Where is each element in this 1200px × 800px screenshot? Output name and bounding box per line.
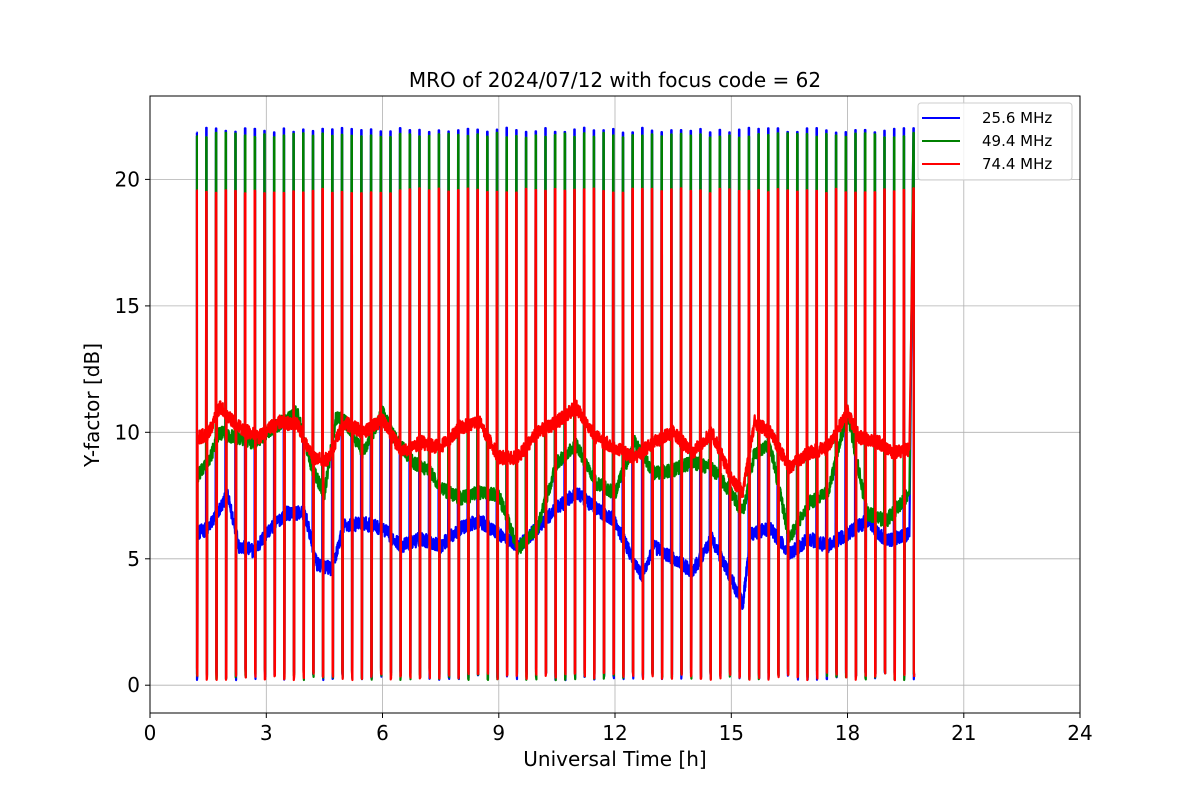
x-tick-label: 6 (376, 721, 389, 745)
x-tick-label: 9 (492, 721, 505, 745)
y-tick-label: 20 (115, 167, 140, 191)
x-tick-label: 24 (1067, 721, 1092, 745)
y-axis-label: Y-factor [dB] (80, 343, 104, 468)
y-tick-label: 10 (115, 420, 140, 444)
x-tick-label: 21 (951, 721, 976, 745)
legend-box (917, 102, 1073, 181)
y-tick-label: 0 (127, 673, 140, 697)
x-tick-label: 12 (602, 721, 627, 745)
chart-title: MRO of 2024/07/12 with focus code = 62 (409, 68, 821, 92)
x-axis-label: Universal Time [h] (523, 747, 706, 771)
legend-label-49-4: 49.4 MHz (982, 132, 1052, 150)
legend: 25.6 MHz 49.4 MHz 74.4 MHz (917, 102, 1073, 181)
legend-label-25-6: 25.6 MHz (982, 109, 1052, 127)
x-tick-label: 15 (719, 721, 744, 745)
y-tick-label: 15 (115, 294, 140, 318)
x-tick-label: 3 (260, 721, 273, 745)
series-line-74-4-mhz (195, 187, 916, 682)
x-tick-label: 0 (144, 721, 157, 745)
axis-ticks: 0 3 6 9 12 15 18 21 24 0 5 10 15 20 (115, 167, 1093, 745)
x-tick-label: 18 (835, 721, 860, 745)
legend-label-74-4: 74.4 MHz (982, 155, 1052, 173)
y-tick-label: 5 (127, 547, 140, 571)
series-layer (195, 126, 916, 682)
